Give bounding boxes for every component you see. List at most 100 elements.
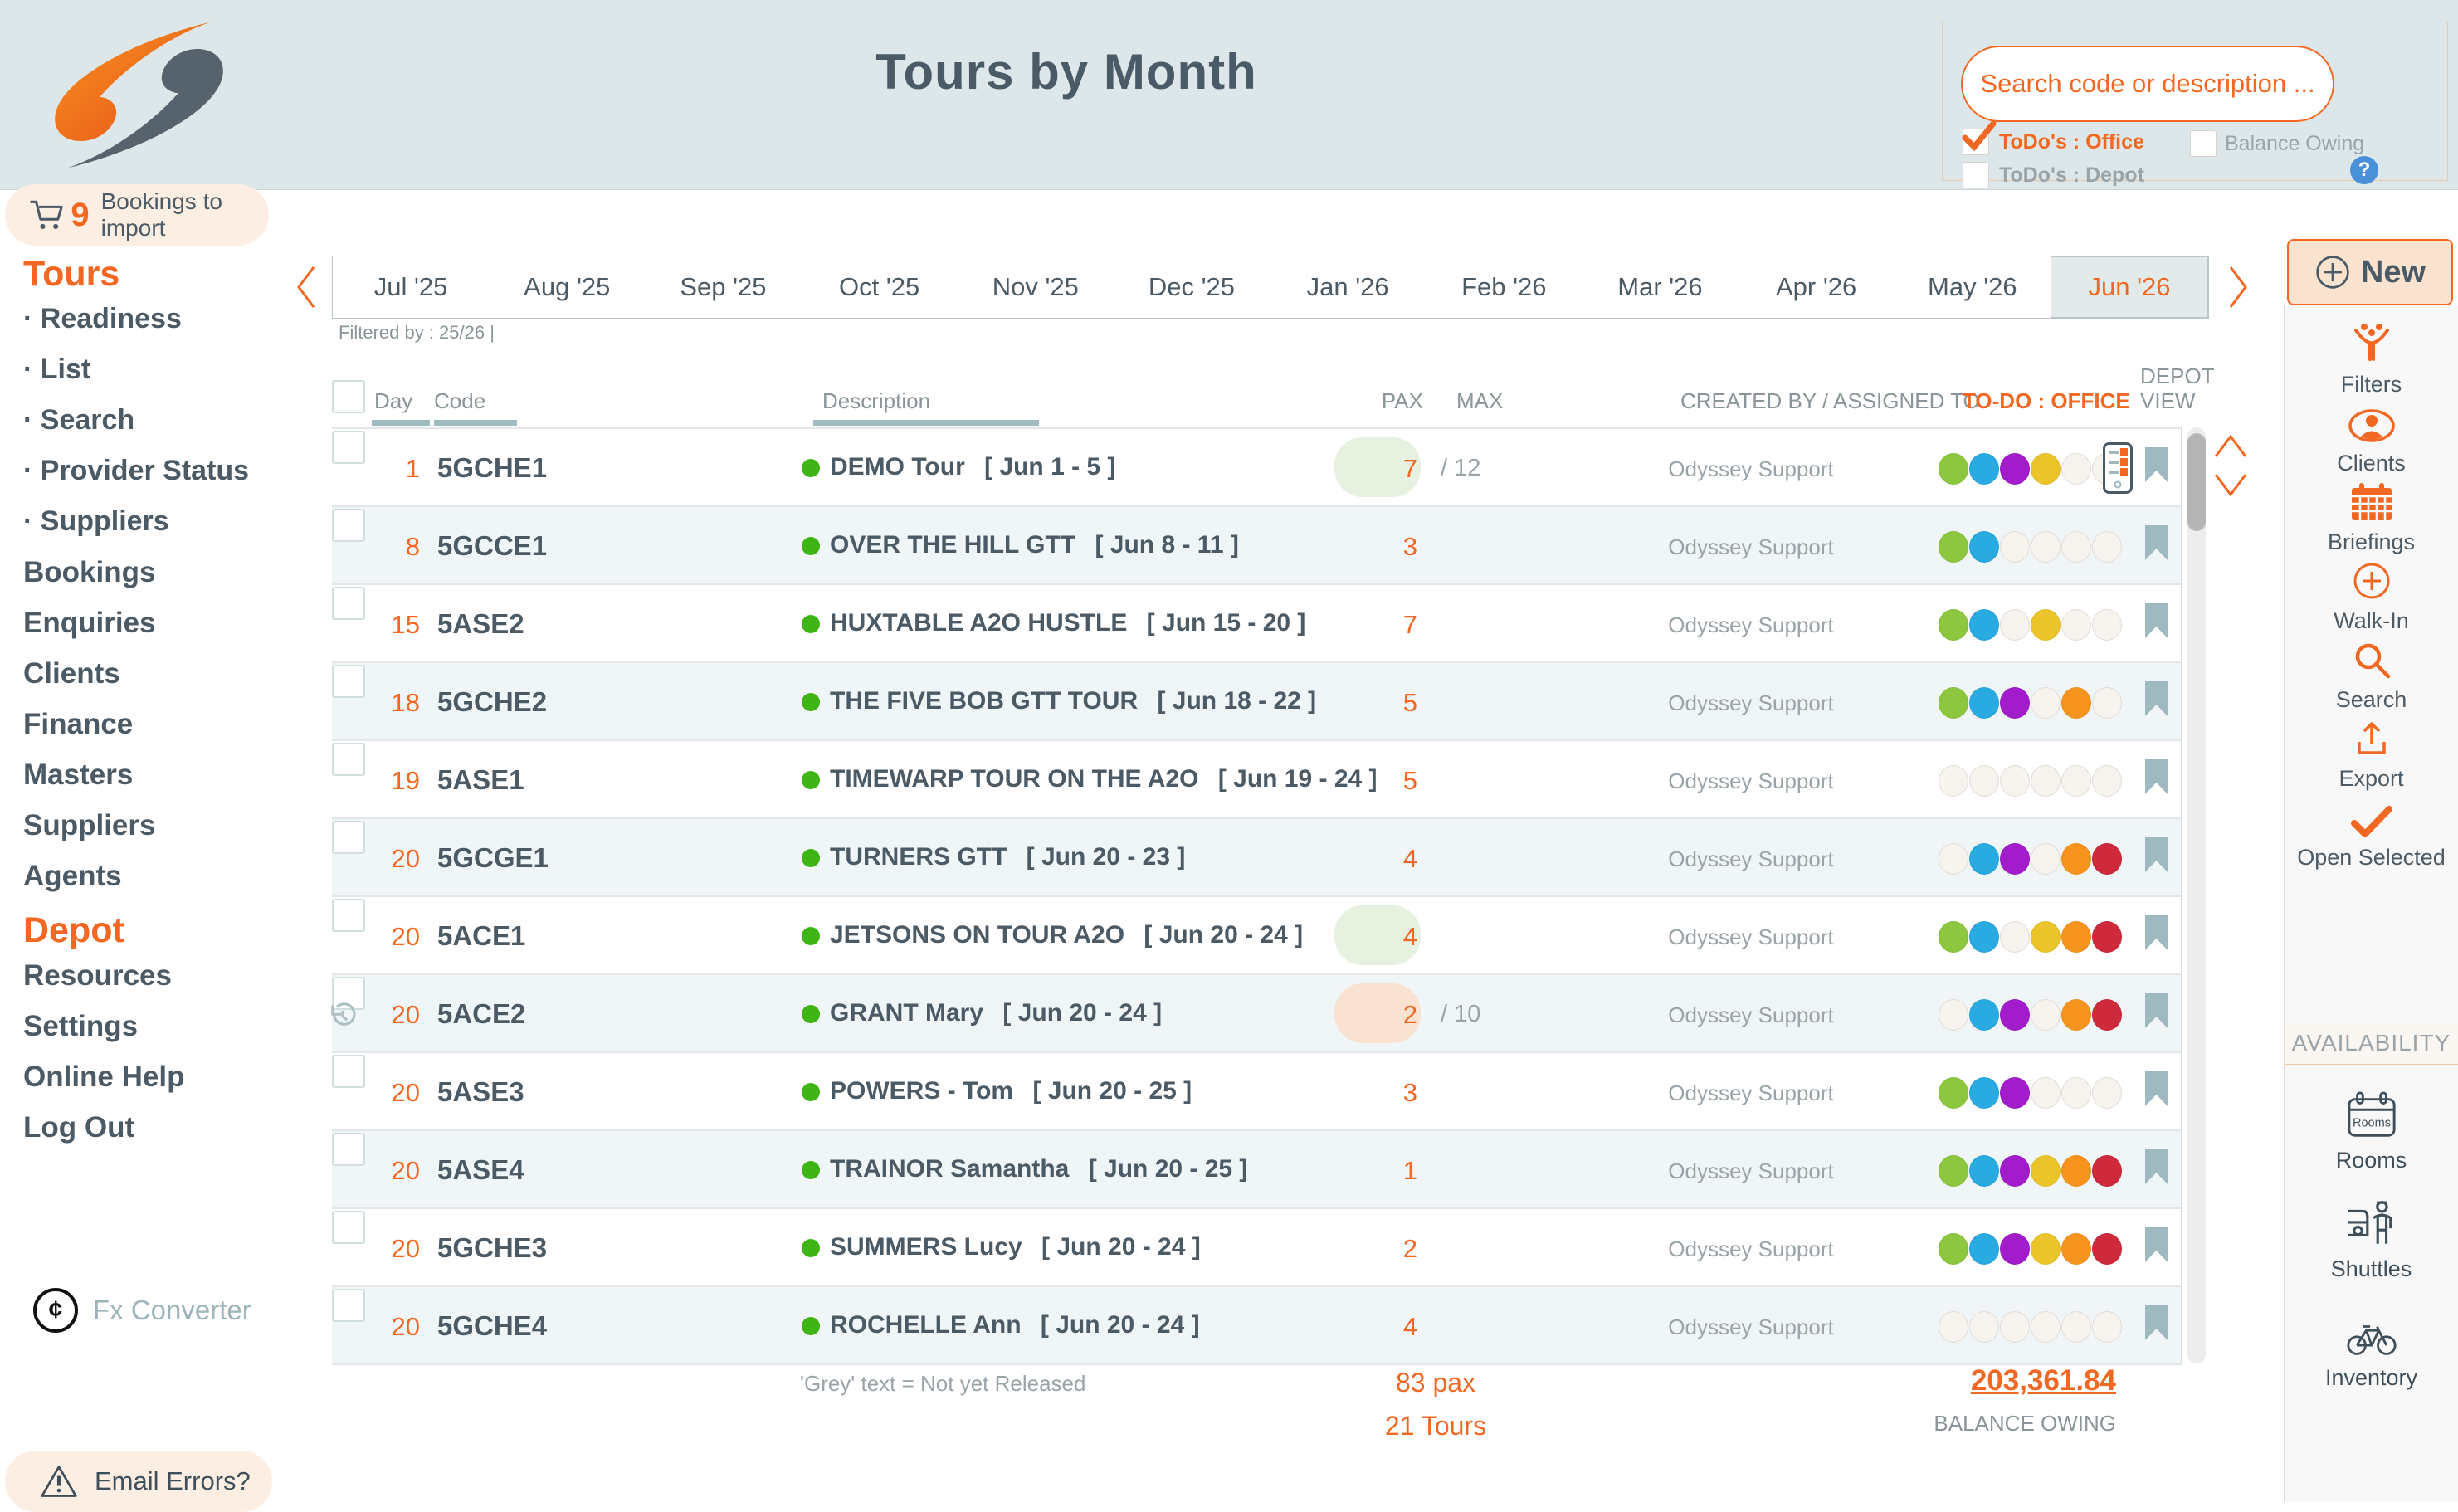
todo-dot-none-icon[interactable] [2031, 843, 2061, 875]
row-code[interactable]: 5ASE2 [437, 608, 524, 639]
sidebar-item-clients[interactable]: Clients [23, 657, 120, 690]
sidebar-item-finance[interactable]: Finance [23, 708, 134, 740]
todo-dot-none-icon[interactable] [1939, 765, 1968, 797]
todo-dot-orange-icon[interactable] [2061, 999, 2091, 1031]
bookmark-icon[interactable] [2145, 837, 2168, 872]
todo-dot-purple-icon[interactable] [2000, 687, 2030, 719]
todo-dot-purple-icon[interactable] [2000, 1077, 2030, 1109]
month-tab-jul-25[interactable]: Jul '25 [373, 272, 448, 301]
todo-dot-none-icon[interactable] [1969, 1311, 1999, 1343]
col-day[interactable]: Day [374, 388, 413, 413]
todo-dot-gold-icon[interactable] [2031, 609, 2061, 641]
availability-inventory[interactable]: Inventory [2285, 1305, 2458, 1391]
row-checkbox[interactable] [332, 1289, 365, 1322]
row-code[interactable]: 5GCHE2 [437, 686, 548, 717]
row-checkbox[interactable] [332, 587, 365, 620]
question-icon[interactable]: ? [2350, 156, 2378, 184]
row-checkbox[interactable] [332, 1211, 365, 1244]
todo-dot-none-icon[interactable] [2061, 531, 2091, 563]
todo-dot-none-icon[interactable] [1969, 765, 1999, 797]
sidebar-item-enquiries[interactable]: Enquiries [23, 607, 156, 639]
availability-shuttles[interactable]: Shuttles [2285, 1197, 2458, 1282]
chevron-left-icon[interactable] [292, 264, 320, 310]
col-pax[interactable]: PAX [1381, 388, 1423, 413]
month-tab-feb-26[interactable]: Feb '26 [1461, 272, 1547, 301]
todo-dot-red-icon[interactable] [2092, 1155, 2122, 1187]
table-row[interactable]: 20 5ACE2 GRANT Mary [ Jun 20 - 24 ] 2 / 10 Od… [331, 973, 2181, 1051]
todo-dot-none-icon[interactable] [2031, 999, 2061, 1031]
todo-dot-purple-icon[interactable] [2000, 999, 2030, 1031]
todo-dot-orange-icon[interactable] [2061, 687, 2091, 719]
col-created-by[interactable]: CREATED BY / ASSIGNED TO [1680, 388, 1980, 413]
row-code[interactable]: 5GCHE1 [437, 452, 548, 483]
table-row[interactable]: 20 5GCHE3 SUMMERS Lucy [ Jun 20 - 24 ] 2 Ody… [332, 1207, 2181, 1285]
table-scrollbar-thumb[interactable] [2187, 433, 2206, 531]
panel-action-briefings[interactable]: Briefings [2285, 480, 2458, 558]
todo-dot-blue-icon[interactable] [1969, 1233, 1999, 1265]
row-description[interactable]: POWERS - Tom [ Jun 20 - 25 ] [830, 1077, 1192, 1105]
todo-dot-blue-icon[interactable] [1969, 531, 1999, 563]
panel-action-walk-in[interactable]: Walk-In [2285, 558, 2458, 637]
sidebar-item-suppliers[interactable]: Suppliers [23, 809, 156, 841]
todo-dot-none-icon[interactable] [2031, 687, 2061, 719]
todo-dot-purple-icon[interactable] [2000, 1233, 2030, 1265]
todo-dot-none-icon[interactable] [2092, 687, 2122, 719]
todos-office-label[interactable]: ToDo's : Office [1999, 130, 2144, 154]
row-code[interactable]: 5ASE4 [437, 1154, 524, 1185]
todo-dot-none-icon[interactable] [2000, 531, 2030, 563]
todo-dot-green-icon[interactable] [1939, 453, 1968, 485]
row-code[interactable]: 5GCGE1 [437, 842, 549, 873]
todo-dot-none-icon[interactable] [1939, 999, 1968, 1031]
select-all-checkbox[interactable] [332, 380, 365, 413]
todo-dot-none-icon[interactable] [2031, 1311, 2061, 1343]
todo-dot-red-icon[interactable] [2092, 999, 2122, 1031]
depot-view-phone-icon[interactable] [2103, 442, 2133, 494]
row-code[interactable]: 5GCHE4 [437, 1310, 548, 1341]
sidebar-item-bookings[interactable]: Bookings [23, 556, 156, 588]
todo-dot-none-icon[interactable] [2092, 765, 2122, 797]
chevron-right-icon[interactable] [2224, 264, 2252, 310]
row-code[interactable]: 5ACE2 [437, 998, 526, 1029]
row-checkbox[interactable] [332, 1133, 365, 1166]
row-description[interactable]: DEMO Tour [ Jun 1 - 5 ] [830, 453, 1116, 480]
todo-dot-green-icon[interactable] [1939, 1155, 1968, 1187]
sidebar-item-masters[interactable]: Masters [23, 758, 134, 791]
bookmark-icon[interactable] [2145, 993, 2168, 1028]
row-description[interactable]: TURNERS GTT [ Jun 20 - 23 ] [830, 843, 1186, 871]
todo-dot-green-icon[interactable] [1939, 921, 1968, 953]
todo-dot-gold-icon[interactable] [2031, 453, 2061, 485]
todo-dot-green-icon[interactable] [1939, 1233, 1968, 1265]
todo-dot-none-icon[interactable] [2092, 609, 2122, 641]
todo-dot-orange-icon[interactable] [2061, 921, 2091, 953]
month-tab-sep-25[interactable]: Sep '25 [680, 272, 767, 301]
todo-dot-orange-icon[interactable] [2061, 1233, 2091, 1265]
todo-dot-blue-icon[interactable] [1969, 1077, 1999, 1109]
todo-dot-blue-icon[interactable] [1969, 609, 1999, 641]
todos-depot-label[interactable]: ToDo's : Depot [1999, 163, 2144, 187]
row-checkbox[interactable] [332, 977, 365, 1010]
row-checkbox[interactable] [332, 1055, 365, 1088]
todos-depot-checkbox[interactable] [1963, 162, 1989, 188]
todo-dot-gold-icon[interactable] [2031, 921, 2061, 953]
todo-dot-none-icon[interactable] [2061, 453, 2091, 485]
balance-owing-total[interactable]: 203,361.84 [1970, 1364, 2116, 1397]
todos-office-checkbox[interactable] [1962, 120, 1997, 155]
panel-action-open-selected[interactable]: Open Selected [2285, 795, 2458, 874]
row-description[interactable]: THE FIVE BOB GTT TOUR [ Jun 18 - 22 ] [830, 687, 1317, 715]
sidebar-item-list[interactable]: · List [23, 354, 91, 385]
bookmark-icon[interactable] [2145, 1227, 2168, 1262]
todo-dot-blue-icon[interactable] [1969, 999, 1999, 1031]
table-row[interactable]: 19 5ASE1 TIMEWARP TOUR ON THE A2O [ Jun 19… [332, 739, 2181, 817]
row-code[interactable]: 5ACE1 [437, 920, 526, 951]
search-pill[interactable] [1961, 46, 2334, 122]
todo-dot-none-icon[interactable] [2061, 609, 2091, 641]
month-tab-jun-26[interactable]: Jun '26 [2050, 256, 2209, 318]
todo-dot-none-icon[interactable] [2000, 921, 2030, 953]
row-checkbox[interactable] [332, 899, 365, 932]
col-todo-office[interactable]: TO-DO : OFFICE [1963, 388, 2130, 413]
todo-dot-none-icon[interactable] [2000, 609, 2030, 641]
row-description[interactable]: ROCHELLE Ann [ Jun 20 - 24 ] [830, 1311, 1200, 1339]
todo-dot-purple-icon[interactable] [2000, 1155, 2030, 1187]
sidebar-item-suppliers[interactable]: · Suppliers [23, 505, 169, 537]
email-errors-button[interactable]: Email Errors? [5, 1451, 272, 1512]
